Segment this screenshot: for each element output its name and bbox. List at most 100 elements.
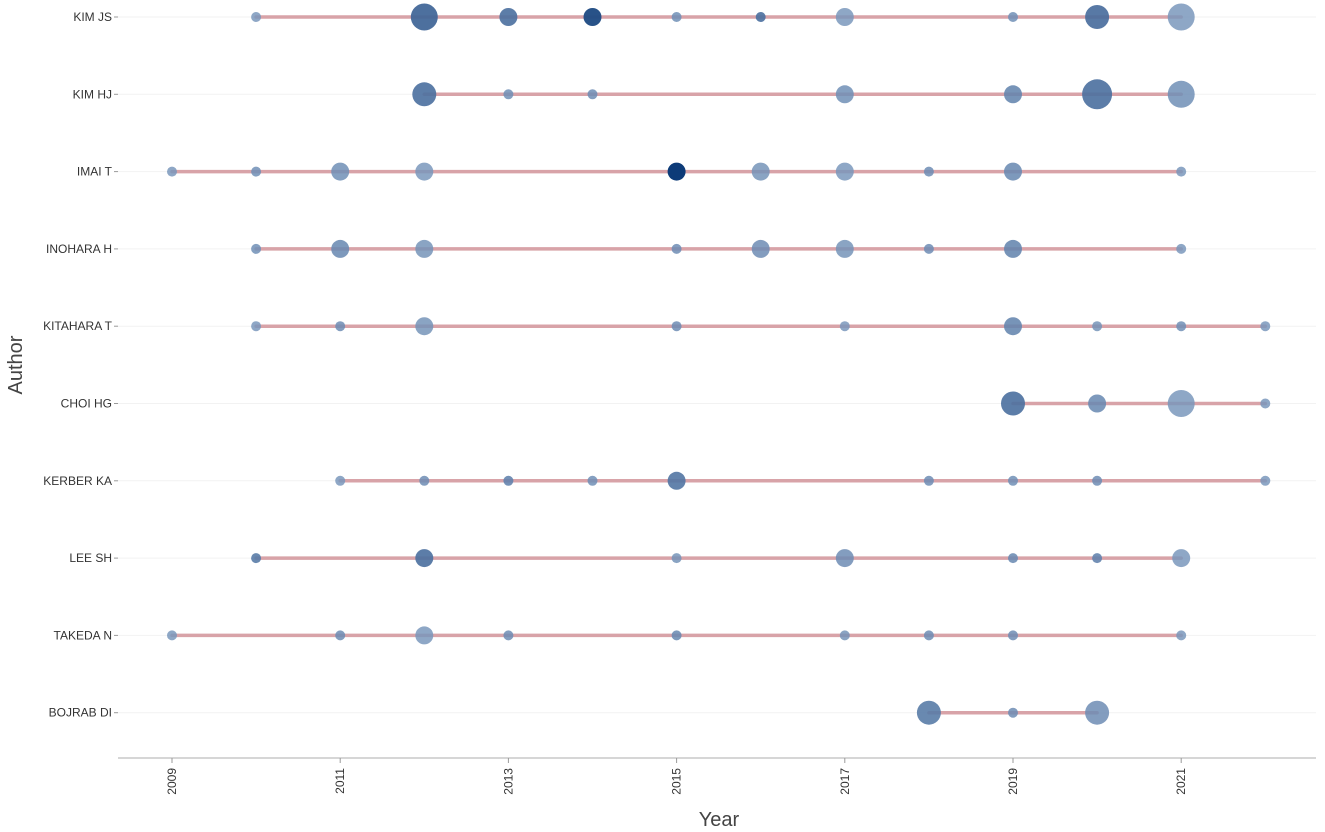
publication-bubble <box>1260 475 1271 486</box>
publication-bubble <box>1176 630 1187 641</box>
publication-bubble <box>415 317 434 336</box>
publication-bubble <box>331 162 350 181</box>
publication-bubble <box>1092 553 1103 564</box>
publication-bubble <box>1085 700 1110 725</box>
publication-bubble <box>251 321 262 332</box>
publication-bubble <box>671 243 682 254</box>
publication-bubble <box>667 162 686 181</box>
author-label: KITAHARA T <box>43 319 113 333</box>
author-label: TAKEDA N <box>54 628 112 642</box>
publication-bubble <box>1260 321 1271 332</box>
publication-bubble <box>583 8 602 26</box>
publication-bubble <box>1260 398 1271 409</box>
publication-bubble <box>923 243 934 254</box>
publication-bubble <box>1008 12 1018 22</box>
publication-bubble <box>587 89 598 100</box>
publication-bubble <box>410 3 438 31</box>
publication-bubble <box>331 239 350 258</box>
publication-bubble <box>671 12 682 22</box>
publication-bubble <box>251 166 262 177</box>
publication-bubble <box>1004 239 1022 258</box>
author-label: CHOI HG <box>61 397 112 411</box>
publication-bubble <box>667 471 686 490</box>
publication-bubble <box>1092 321 1103 332</box>
publication-bubble <box>415 626 434 645</box>
publication-bubble <box>503 475 514 486</box>
publication-bubble <box>751 162 770 181</box>
publication-bubble <box>671 630 682 641</box>
year-tick-label: 2009 <box>165 768 179 795</box>
publication-bubble <box>1092 475 1103 486</box>
author-label: KIM JS <box>73 10 112 24</box>
publication-bubble <box>839 321 850 332</box>
publication-bubble <box>412 82 437 107</box>
publication-bubble <box>251 12 262 22</box>
publication-bubble <box>1008 553 1018 564</box>
publication-bubble <box>587 475 598 486</box>
year-tick-label: 2015 <box>670 768 684 795</box>
publication-bubble <box>335 321 346 332</box>
publication-bubble <box>1004 162 1022 181</box>
publication-bubble <box>916 700 941 725</box>
publication-bubble <box>419 475 430 486</box>
publication-bubble <box>923 166 934 177</box>
publication-bubble <box>1082 79 1113 110</box>
year-tick-label: 2019 <box>1006 768 1020 795</box>
publication-bubble <box>751 239 770 258</box>
publication-bubble <box>1004 317 1022 336</box>
publication-bubble <box>1167 80 1195 108</box>
publication-bubble <box>1001 391 1025 416</box>
publication-bubble <box>415 239 434 258</box>
publication-bubble <box>1167 390 1195 417</box>
author-label: BOJRAB DI <box>49 706 112 720</box>
author-label: INOHARA H <box>46 242 112 256</box>
publication-bubble <box>503 630 514 641</box>
y-axis-title: Author <box>5 335 27 394</box>
publication-bubble <box>839 630 850 641</box>
publication-bubble <box>835 85 854 104</box>
year-tick-label: 2017 <box>838 768 852 795</box>
publication-bubble <box>335 475 346 486</box>
publication-bubble <box>1008 707 1018 718</box>
publication-bubble <box>835 8 854 26</box>
publication-bubble <box>335 630 346 641</box>
year-tick-label: 2013 <box>501 768 515 795</box>
publication-bubble <box>415 549 434 568</box>
publication-bubble <box>499 8 518 26</box>
publication-bubble <box>1172 549 1191 568</box>
publication-bubble <box>835 239 854 258</box>
publication-bubble <box>415 162 434 181</box>
publication-bubble <box>671 553 682 564</box>
year-tick-label: 2011 <box>333 768 347 794</box>
publication-bubble <box>1088 394 1107 413</box>
axis-layer: KIM JS KIM HJ IMAI T INOHARA H KITAHARA T CHO… <box>43 10 1316 795</box>
publication-bubble <box>1176 321 1187 332</box>
publication-bubble <box>1085 5 1110 29</box>
publication-bubble <box>167 166 177 177</box>
publication-bubble <box>1008 630 1018 641</box>
publication-bubble <box>755 12 766 22</box>
publication-bubble <box>1004 85 1022 104</box>
author-label: KIM HJ <box>73 87 112 101</box>
publication-bubble <box>835 162 854 181</box>
publication-bubble <box>1008 475 1018 486</box>
timeline-layer <box>170 15 1268 715</box>
publication-bubble <box>1176 243 1187 254</box>
bubble-layer <box>167 3 1271 725</box>
author-label: KERBER KA <box>43 474 112 488</box>
publication-bubble <box>251 553 262 564</box>
publication-bubble <box>671 321 682 332</box>
publication-bubble <box>167 630 177 641</box>
x-axis-title: Year <box>699 809 740 831</box>
publication-bubble <box>923 630 934 641</box>
publication-bubble <box>923 475 934 486</box>
author-label: LEE SH <box>69 551 112 565</box>
grid-layer <box>118 16 1316 714</box>
publication-bubble <box>251 243 262 254</box>
author-label: IMAI T <box>77 165 113 179</box>
publication-bubble <box>835 549 854 568</box>
publication-bubble <box>1176 166 1187 177</box>
year-tick-label: 2021 <box>1174 768 1188 795</box>
